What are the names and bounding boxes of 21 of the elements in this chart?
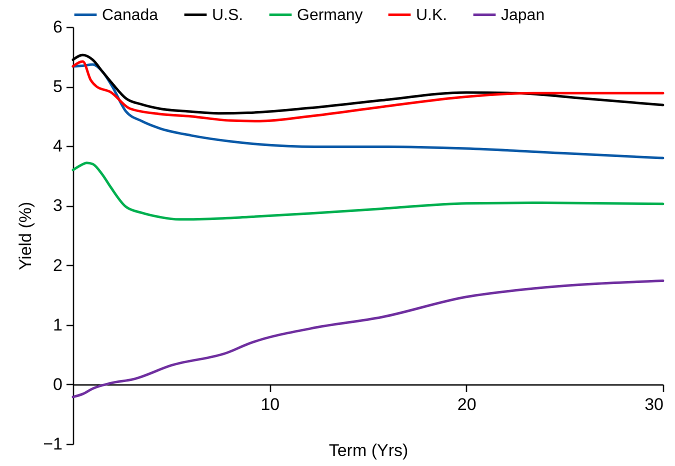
legend-label: Japan xyxy=(501,6,545,24)
y-tick-label: 4 xyxy=(53,136,62,156)
y-axis-title: Yield (%) xyxy=(16,202,36,270)
x-axis-title: Term (Yrs) xyxy=(328,440,408,460)
y-tick-label: 1 xyxy=(53,315,62,334)
y-tick-label: 6 xyxy=(53,18,62,36)
line-series xyxy=(72,162,664,221)
x-tick-label: 10 xyxy=(260,394,280,414)
y-tick-label: −1 xyxy=(43,434,62,454)
line-series xyxy=(72,60,664,122)
y-tick-label: 0 xyxy=(53,374,62,394)
legend-label: U.S. xyxy=(212,6,244,24)
y-tick-label: 2 xyxy=(53,256,62,275)
legend-label: Canada xyxy=(102,6,158,24)
x-tick-label: 30 xyxy=(644,394,664,414)
x-tick-label: 20 xyxy=(457,394,476,414)
legend-label: U.K. xyxy=(416,6,448,24)
legend-label: Germany xyxy=(297,6,363,24)
y-tick-label: 5 xyxy=(53,77,62,96)
y-tick-label: 3 xyxy=(53,196,62,216)
line-series xyxy=(72,63,664,160)
